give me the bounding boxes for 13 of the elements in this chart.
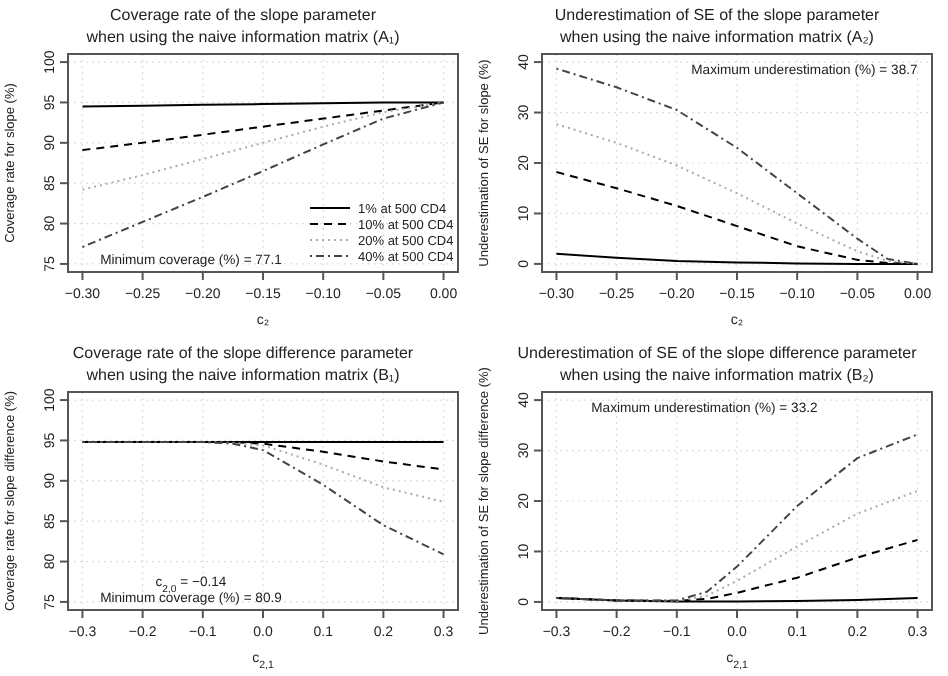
chart-title: Coverage rate of the slope parameter — [110, 6, 377, 24]
line-series — [555, 433, 919, 602]
chart-subtitle: when using the naive information matrix (B₂) — [558, 366, 875, 384]
chart-title: Coverage rate of the slope difference parameter — [72, 344, 414, 362]
line-series — [81, 441, 445, 556]
chart-title: Underestimation of SE of the slope parameter — [554, 6, 880, 24]
line-series — [555, 67, 919, 265]
chart-title: Underestimation of SE of the slope difference parameter — [517, 344, 918, 362]
line-series — [81, 101, 445, 191]
line-series — [555, 123, 919, 265]
chart-subtitle: when using the naive information matrix (B₁) — [84, 366, 401, 384]
chart-subtitle: when using the naive information matrix (A₁) — [84, 28, 401, 46]
chart-subtitle: when using the naive information matrix (A₂) — [558, 28, 875, 46]
